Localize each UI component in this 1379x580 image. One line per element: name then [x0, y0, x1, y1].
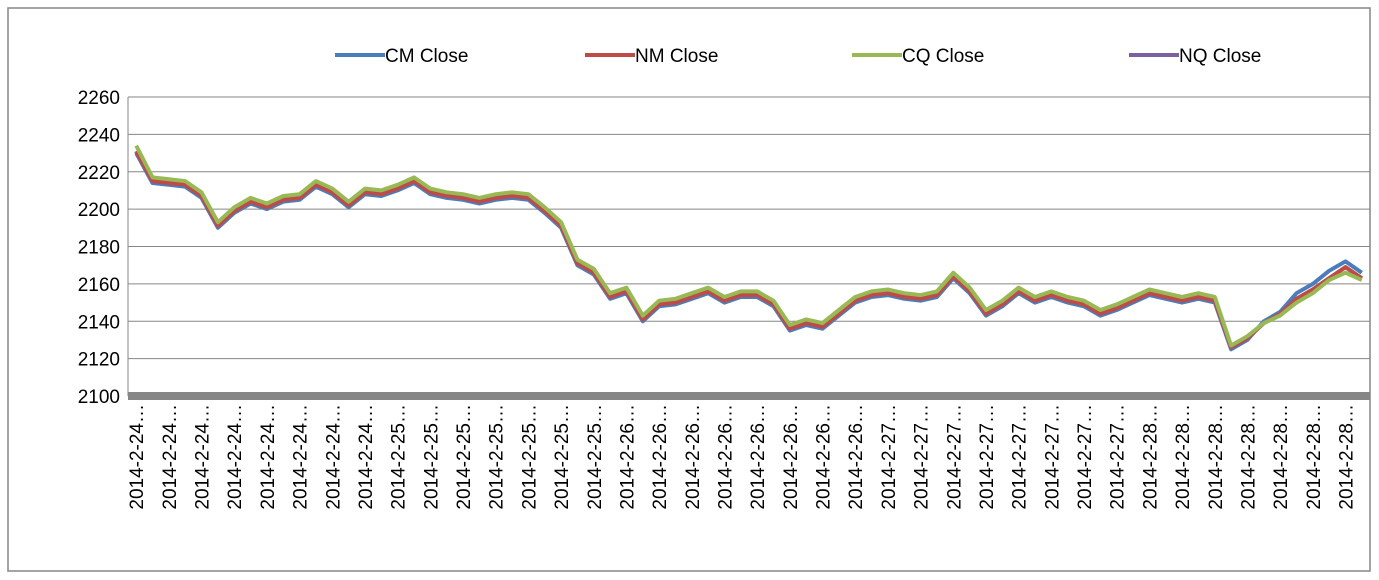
x-tick-label: 2014-2-26…	[781, 404, 802, 510]
x-tick-label: 2014-2-28…	[1238, 404, 1259, 510]
x-tick-label: 2014-2-25…	[552, 404, 573, 510]
x-tick-label: 2014-2-27…	[944, 404, 965, 510]
x-tick-label: 2014-2-27…	[1042, 404, 1063, 510]
x-tick-label: 2014-2-24…	[356, 404, 377, 510]
x-tick-label: 2014-2-26…	[650, 404, 671, 510]
y-tick-label: 2240	[78, 125, 120, 146]
x-tick-label: 2014-2-26…	[715, 404, 736, 510]
x-tick-label: 2014-2-25…	[487, 404, 508, 510]
x-tick-label: 2014-2-25…	[585, 404, 606, 510]
y-tick-label: 2200	[78, 200, 120, 221]
x-tick-label: 2014-2-25…	[519, 404, 540, 510]
x-tick-label: 2014-2-27…	[1075, 404, 1096, 510]
y-tick-label: 2220	[78, 163, 120, 184]
x-tick-label: 2014-2-24…	[127, 404, 148, 510]
x-tick-label: 2014-2-28…	[1271, 404, 1292, 510]
x-tick-label: 2014-2-28…	[1206, 404, 1227, 510]
x-tick-label: 2014-2-26…	[617, 404, 638, 510]
x-tick-label: 2014-2-26…	[814, 404, 835, 510]
x-tick-label: 2014-2-26…	[683, 404, 704, 510]
legend-label: CQ Close	[902, 46, 984, 67]
x-tick-label: 2014-2-24…	[258, 404, 279, 510]
x-tick-label: 2014-2-27…	[1010, 404, 1031, 510]
legend-label: CM Close	[385, 46, 468, 67]
y-tick-label: 2260	[78, 88, 120, 109]
x-tick-label: 2014-2-28…	[1173, 404, 1194, 510]
x-tick-label: 2014-2-26…	[846, 404, 867, 510]
legend-label: NM Close	[635, 46, 718, 67]
y-tick-label: 2140	[78, 312, 120, 333]
legend-label: NQ Close	[1179, 46, 1261, 67]
x-tick-label: 2014-2-28…	[1336, 404, 1357, 510]
x-tick-label: 2014-2-25…	[454, 404, 475, 510]
x-tick-label: 2014-2-24…	[323, 404, 344, 510]
x-tick-label: 2014-2-26…	[748, 404, 769, 510]
x-tick-label: 2014-2-27…	[1108, 404, 1129, 510]
series-line	[134, 144, 1363, 348]
x-tick-label: 2014-2-24…	[225, 404, 246, 510]
chart-frame	[7, 7, 1371, 572]
x-tick-label: 2014-2-28…	[1140, 404, 1161, 510]
x-tick-label: 2014-2-24…	[193, 404, 214, 510]
y-tick-label: 2100	[78, 387, 120, 408]
series-line	[134, 150, 1363, 350]
x-tick-label: 2014-2-27…	[879, 404, 900, 510]
x-tick-label: 2014-2-27…	[912, 404, 933, 510]
y-tick-label: 2180	[78, 238, 120, 259]
x-tick-label: 2014-2-24…	[291, 404, 312, 510]
x-tick-label: 2014-2-27…	[977, 404, 998, 510]
x-tick-label: 2014-2-25…	[389, 404, 410, 510]
y-tick-label: 2160	[78, 275, 120, 296]
x-tick-label: 2014-2-25…	[421, 404, 442, 510]
x-tick-label: 2014-2-28…	[1304, 404, 1325, 510]
y-tick-label: 2120	[78, 350, 120, 371]
x-tick-label: 2014-2-24…	[160, 404, 181, 510]
